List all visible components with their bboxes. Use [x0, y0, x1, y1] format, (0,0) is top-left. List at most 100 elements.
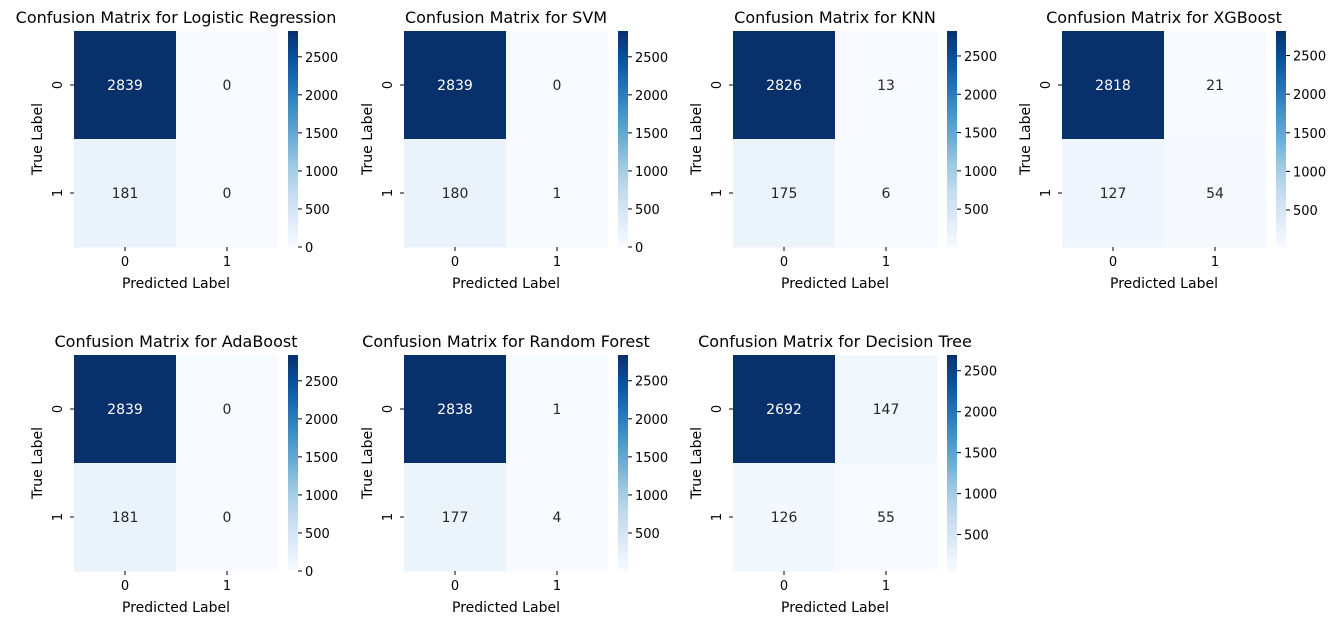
heatmap-cell — [733, 355, 836, 464]
y-tick-label: 0 — [51, 405, 66, 413]
colorbar-tick-label: 2000 — [964, 88, 997, 103]
x-tick-label: 0 — [121, 255, 129, 270]
x-axis-label: Predicted Label — [122, 276, 230, 292]
x-tick-label: 0 — [780, 579, 788, 594]
cell-label: 181 — [112, 510, 139, 526]
panel-title: Confusion Matrix for AdaBoost — [54, 332, 297, 351]
y-axis-label: True Label — [30, 427, 46, 500]
cell-label: 21 — [1206, 78, 1224, 94]
panel-4: Confusion Matrix for XGBoost 2818 21 127 54 0… — [1018, 8, 1326, 292]
y-tick-label: 0 — [381, 405, 396, 413]
colorbar-tick-label: 1500 — [635, 451, 668, 466]
colorbar-tick-label: 500 — [1293, 204, 1318, 219]
x-axis-label: Predicted Label — [1110, 276, 1218, 292]
heatmap-cell — [1062, 139, 1165, 248]
y-tick-label: 1 — [710, 513, 725, 521]
y-tick-label: 1 — [51, 513, 66, 521]
y-tick-label: 1 — [1039, 189, 1054, 197]
colorbar-tick-label: 1500 — [635, 127, 668, 142]
panel-title: Confusion Matrix for Random Forest — [362, 332, 650, 351]
cell-label: 177 — [442, 510, 469, 526]
x-axis-label: Predicted Label — [452, 600, 560, 616]
cell-label: 0 — [223, 78, 232, 94]
panel-6: Confusion Matrix for Random Forest 2838 1 1… — [360, 332, 668, 616]
heatmap-cell — [733, 463, 836, 572]
x-tick-label: 1 — [223, 579, 231, 594]
colorbar-tick-label: 2500 — [964, 365, 997, 380]
heatmap-cell — [506, 139, 609, 248]
heatmap-cell — [404, 139, 507, 248]
colorbar — [947, 31, 957, 247]
heatmap-cell — [506, 355, 609, 464]
cell-label: 2818 — [1095, 78, 1131, 94]
heatmap-cell — [176, 463, 279, 572]
colorbar-tick-label: 500 — [635, 203, 660, 218]
colorbar-tick-label: 500 — [964, 203, 989, 218]
cell-label: 0 — [223, 402, 232, 418]
panel-title: Confusion Matrix for Logistic Regression — [16, 8, 337, 27]
heatmap-cell — [404, 463, 507, 572]
colorbar-tick-label: 1000 — [1293, 165, 1326, 180]
heatmap-cell — [74, 139, 177, 248]
y-tick-label: 1 — [710, 189, 725, 197]
panel-5: Confusion Matrix for AdaBoost 2839 0 181 0 0 1… — [30, 332, 338, 616]
x-tick-label: 0 — [451, 579, 459, 594]
heatmap-cell — [835, 31, 938, 140]
colorbar-tick-label: 1500 — [305, 127, 338, 142]
cell-label: 175 — [771, 186, 798, 202]
heatmap-cell — [404, 355, 507, 464]
heatmap-cell — [176, 139, 279, 248]
colorbar-tick-label: 1000 — [964, 488, 997, 503]
cell-label: 2838 — [437, 402, 473, 418]
heatmap-cell — [835, 463, 938, 572]
cell-label: 2839 — [107, 402, 143, 418]
panel-title: Confusion Matrix for XGBoost — [1046, 8, 1282, 27]
cell-label: 147 — [873, 402, 900, 418]
colorbar-tick-label: 2000 — [305, 413, 338, 428]
cell-label: 2826 — [766, 78, 802, 94]
cell-label: 180 — [442, 186, 469, 202]
colorbar-tick-label: 0 — [305, 241, 313, 256]
colorbar-tick-label: 0 — [635, 241, 643, 256]
cell-label: 1 — [553, 402, 562, 418]
colorbar-tick-label: 2000 — [635, 89, 668, 104]
colorbar-tick-label: 2500 — [635, 51, 668, 66]
colorbar — [947, 355, 957, 571]
panel-3: Confusion Matrix for KNN 2826 13 175 6 0 1 0 1 Pr… — [689, 8, 997, 292]
heatmap-cell — [733, 139, 836, 248]
colorbar-tick-label: 1000 — [635, 489, 668, 504]
colorbar-tick-label: 1000 — [305, 489, 338, 504]
heatmap-cell — [835, 355, 938, 464]
cell-label: 55 — [877, 510, 895, 526]
cell-label: 0 — [553, 78, 562, 94]
cell-label: 127 — [1100, 186, 1127, 202]
colorbar-tick-label: 2500 — [1293, 50, 1326, 65]
cell-label: 6 — [882, 186, 891, 202]
x-tick-label: 1 — [1211, 255, 1219, 270]
heatmap-cell — [733, 31, 836, 140]
colorbar-tick-label: 1000 — [964, 165, 997, 180]
colorbar-tick-label: 2000 — [305, 89, 338, 104]
panel-7: Confusion Matrix for Decision Tree 2692 14… — [689, 332, 997, 616]
x-tick-label: 1 — [223, 255, 231, 270]
y-tick-label: 1 — [51, 189, 66, 197]
colorbar-tick-label: 0 — [305, 565, 313, 580]
x-tick-label: 0 — [1109, 255, 1117, 270]
colorbar-tick-label: 2500 — [964, 50, 997, 65]
colorbar-tick-label: 1500 — [305, 451, 338, 466]
cell-label: 2692 — [766, 402, 802, 418]
cell-label: 126 — [771, 510, 798, 526]
x-tick-label: 1 — [882, 579, 890, 594]
heatmap-cell — [404, 31, 507, 140]
panel-1: Confusion Matrix for Logistic Regression… — [16, 8, 338, 292]
x-axis-label: Predicted Label — [452, 276, 560, 292]
colorbar-tick-label: 2000 — [1293, 88, 1326, 103]
x-tick-label: 0 — [121, 579, 129, 594]
colorbar — [288, 31, 298, 247]
y-axis-label: True Label — [1018, 103, 1034, 176]
colorbar-tick-label: 1000 — [635, 165, 668, 180]
colorbar-tick-label: 2000 — [964, 406, 997, 421]
cell-label: 2839 — [437, 78, 473, 94]
